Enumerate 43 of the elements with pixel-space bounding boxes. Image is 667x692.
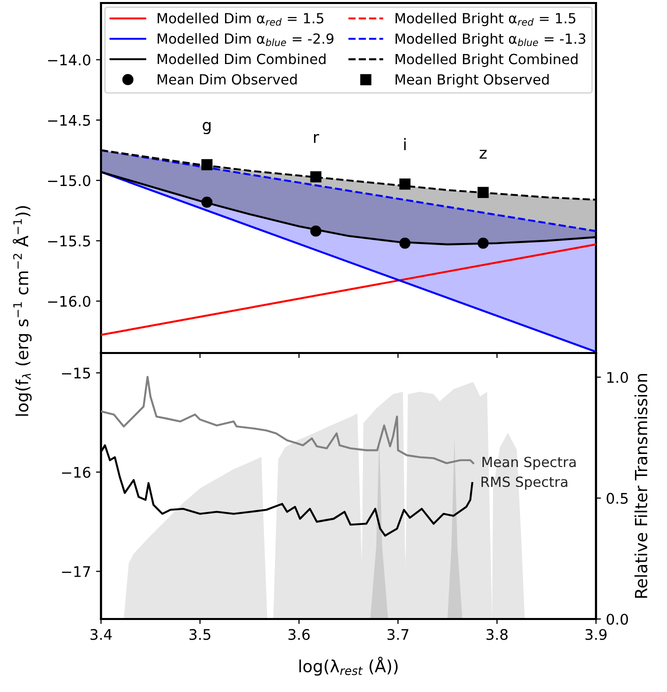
legend-label: Mean Dim Observed	[158, 74, 297, 85]
point	[478, 186, 489, 198]
y2-tick-label: 0.5	[606, 492, 628, 504]
annotation: r	[314, 134, 320, 143]
y2-tick-label: 0.0	[606, 614, 628, 625]
y-tick-label: −17	[62, 566, 90, 577]
x-tick-label: 3.9	[586, 628, 607, 640]
series-label: Mean Spectra	[482, 456, 576, 470]
x-tick-label: 3.8	[486, 628, 508, 640]
point	[310, 226, 322, 237]
annotation: i	[404, 138, 406, 150]
y-tick-label: −15.0	[48, 175, 90, 186]
line-series	[101, 376, 474, 464]
y-tick-label: −15.5	[48, 236, 90, 247]
annotation: g	[202, 122, 211, 134]
legend-label: Modelled Bright α$_{blue}$ = -1.3	[396, 33, 586, 47]
point	[478, 238, 489, 249]
legend-label: Modelled Dim α$_{red}$ = 1.5	[158, 12, 324, 26]
y-tick-label: −14.5	[48, 114, 90, 126]
legend-label: Modelled Bright α$_{red}$ = 1.5	[396, 12, 576, 26]
x-tick-label: 3.5	[190, 628, 210, 640]
point	[201, 196, 212, 208]
y-tick-label: −16	[62, 466, 90, 478]
x-axis-title: log(λ$_{rest}$ (Å))	[299, 656, 398, 676]
series-label: RMS Spectra	[482, 476, 568, 490]
point	[399, 238, 410, 249]
legend-label: Modelled Dim Combined	[158, 53, 326, 64]
legend-label: Modelled Dim α$_{blue}$ = -2.9	[158, 33, 334, 46]
point	[399, 178, 410, 190]
x-tick-label: 3.7	[388, 628, 408, 640]
legend-label: Mean Bright Observed	[396, 74, 549, 88]
y-tick-label: −14.0	[48, 54, 90, 66]
y-tick-label: −15	[62, 368, 90, 379]
point	[201, 159, 212, 170]
y-tick-label: −16.0	[48, 296, 90, 307]
text: log(f$_{λ}$ (erg s$^{−1}$ cm$^{−2}$ Å$^{−1}$))	[12, 206, 32, 416]
y2-tick-label: 1.0	[607, 372, 628, 383]
point	[310, 171, 322, 182]
annotation: z	[480, 150, 487, 159]
x-tick-label: 3.6	[288, 628, 310, 640]
y2-axis-title: Relative Filter Transmission	[634, 374, 648, 598]
x-tick-label: 3.4	[90, 628, 112, 640]
legend-label: Modelled Bright Combined	[396, 54, 578, 67]
